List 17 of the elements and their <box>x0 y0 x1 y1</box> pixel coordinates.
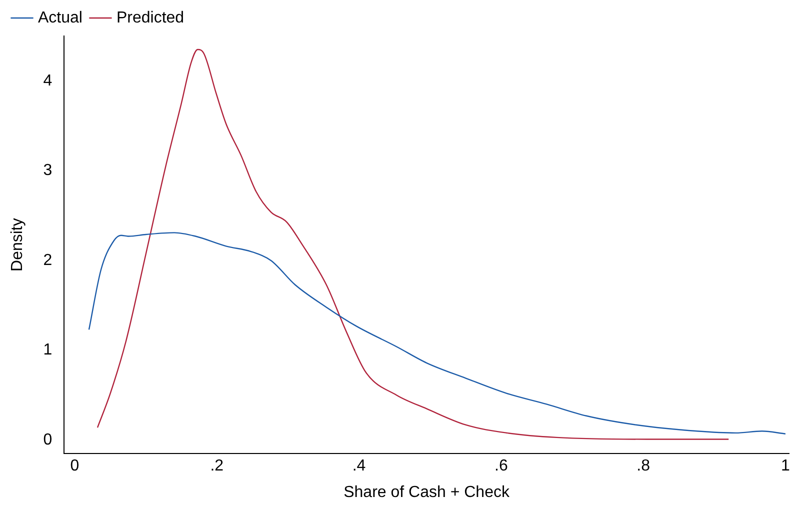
y-tick-label: 3 <box>43 162 52 180</box>
line-series <box>88 232 786 434</box>
y-axis-title: Density <box>9 218 26 272</box>
x-tick-label: .6 <box>494 458 508 475</box>
x-tick-label: .2 <box>210 458 224 475</box>
x-tick-label: .4 <box>352 458 366 475</box>
line-series <box>96 48 730 440</box>
y-tick-label: 2 <box>43 252 52 269</box>
legend-label: Actual <box>38 9 82 26</box>
y-tick-label: 4 <box>43 72 52 90</box>
y-tick-label: 1 <box>43 342 52 359</box>
x-axis-title: Share of Cash + Check <box>344 484 510 501</box>
legend-label: Predicted <box>116 9 184 26</box>
y-tick-label: 0 <box>43 432 52 449</box>
x-tick-label: 1 <box>780 458 790 475</box>
x-tick-label: .8 <box>636 458 650 475</box>
x-tick-label: 0 <box>70 458 80 475</box>
